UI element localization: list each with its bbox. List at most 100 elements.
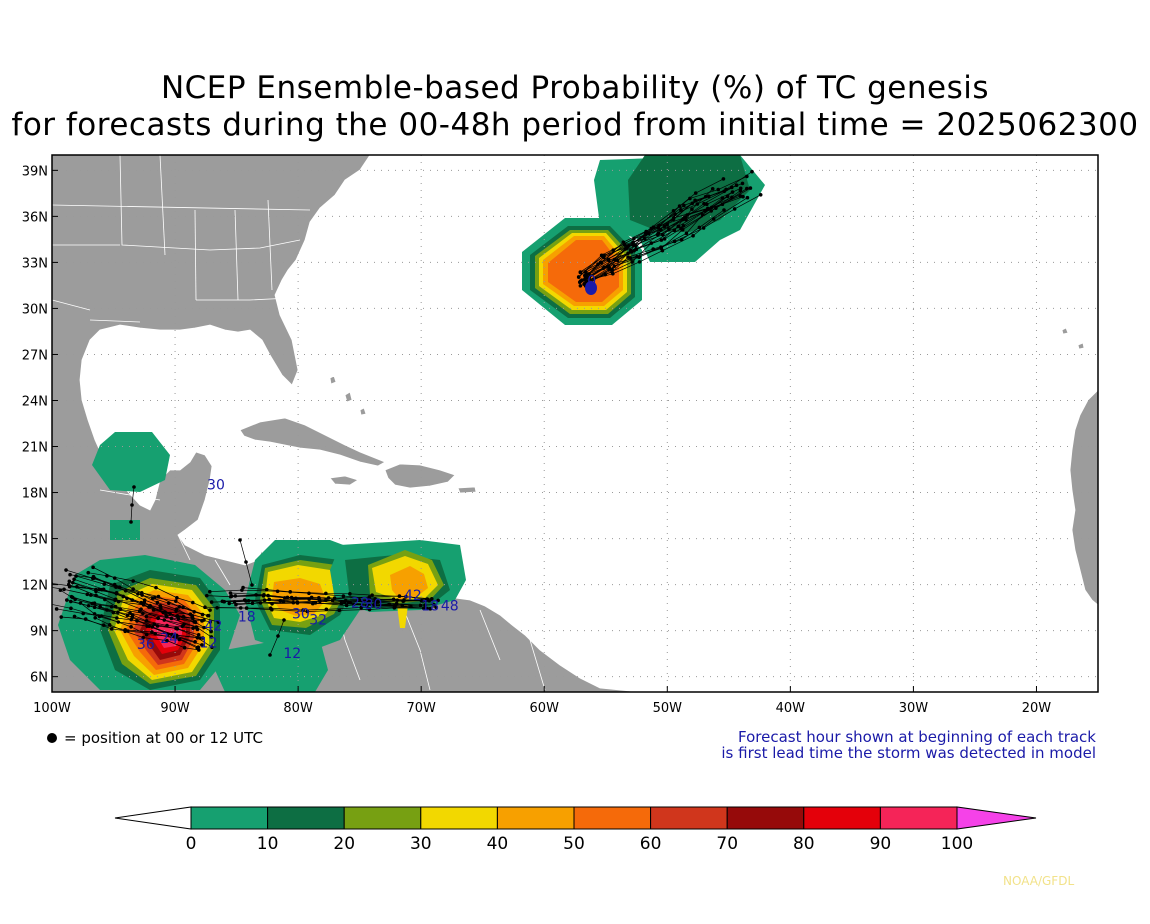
track-dot	[418, 603, 423, 608]
track-dot	[118, 607, 123, 612]
track-dot	[90, 576, 95, 581]
track-dot	[710, 187, 715, 191]
track-dot	[367, 607, 372, 612]
track-dot	[244, 606, 249, 610]
track-dot	[673, 212, 677, 217]
track-dot	[425, 606, 429, 611]
track-dot	[137, 609, 142, 613]
track-dot	[291, 600, 296, 605]
track-dot	[125, 613, 130, 618]
track-dot	[301, 608, 305, 612]
lat-label: 39N	[22, 164, 48, 179]
lat-label: 18N	[22, 487, 48, 502]
track-dot	[153, 632, 158, 636]
colorbar-label: 100	[941, 834, 973, 854]
track-dot	[344, 603, 349, 608]
track-dot	[144, 614, 149, 619]
track-dot	[191, 626, 195, 630]
track-dot	[701, 226, 706, 230]
track-dot	[276, 634, 280, 638]
colorbar-label: 20	[333, 834, 355, 854]
track-dot	[242, 598, 247, 602]
track-dot	[293, 596, 298, 601]
track-dot	[113, 604, 118, 609]
track-dot	[672, 239, 677, 244]
track-dot	[152, 595, 157, 600]
track-dot	[67, 584, 72, 589]
track-dot	[363, 599, 367, 603]
lon-label: 20W	[1022, 701, 1052, 716]
land-canaries	[1061, 327, 1085, 350]
lat-label: 21N	[22, 441, 48, 456]
track-dot	[141, 611, 145, 616]
track-dot	[128, 611, 132, 615]
track-dot	[97, 587, 101, 592]
track-dot	[246, 599, 251, 603]
track-dot	[724, 187, 728, 192]
track-dot	[264, 587, 269, 592]
lat-label: 27N	[22, 348, 48, 363]
colorbar-swatch	[420, 806, 498, 830]
prob-ne-darkgreen	[628, 155, 750, 232]
lat-label: 24N	[22, 394, 48, 409]
track-dot	[307, 597, 311, 602]
hour-label: 42	[205, 619, 223, 635]
track-dot	[164, 615, 169, 619]
track-dot	[656, 231, 661, 235]
track-dot	[278, 598, 283, 603]
track-dot	[220, 599, 225, 604]
hour-label: 0	[587, 273, 596, 289]
hour-label: 42	[404, 588, 422, 604]
track-dot	[587, 275, 592, 280]
track-dot	[203, 605, 207, 610]
political-borders	[52, 155, 546, 691]
track-dot	[371, 603, 376, 607]
track-dot	[607, 258, 611, 263]
track-dot	[132, 485, 136, 489]
track-dot	[289, 595, 294, 600]
track-dot	[131, 579, 135, 583]
track-dot	[657, 223, 661, 228]
latitude-labels: 39N 36N 33N 30N 27N 24N 21N 18N 15N 12N 9N 6N	[22, 164, 58, 686]
track-dot	[123, 628, 128, 632]
hour-label: 12	[200, 636, 218, 652]
track-dot	[208, 608, 212, 612]
track-dot	[62, 587, 66, 592]
track-dot	[74, 574, 78, 578]
track-dot	[750, 169, 754, 174]
prob-ecarib-amber	[390, 566, 428, 600]
colorbar-swatch	[879, 806, 958, 830]
legend-dot-text: = position at 00 or 12 UTC	[64, 729, 263, 747]
track-dot	[720, 196, 725, 200]
track-dot	[307, 591, 311, 596]
track-dot	[392, 606, 397, 610]
colorbar-label: 70	[716, 834, 738, 854]
hour-label: 30	[365, 597, 383, 613]
track-dot	[630, 260, 635, 264]
track-dot	[182, 645, 187, 650]
hour-label: 48	[441, 599, 459, 615]
track-dot	[174, 626, 178, 631]
legend-note-line2: is first lead time the storm was detecte…	[721, 744, 1096, 762]
track-dot	[703, 194, 708, 199]
track-dot	[150, 630, 154, 634]
lat-label: 12N	[22, 579, 48, 594]
track-dot	[209, 635, 214, 639]
track-dot	[191, 600, 195, 605]
track-dot	[154, 585, 158, 590]
track-dot	[282, 618, 286, 622]
track-dot	[209, 600, 214, 604]
track-dot	[229, 594, 234, 598]
track-dot	[428, 607, 433, 611]
track-dot	[632, 236, 636, 241]
track-dot	[400, 603, 405, 608]
track-dot	[250, 601, 255, 606]
track-dot	[99, 587, 104, 592]
track-dot	[401, 599, 405, 603]
track-dot	[197, 648, 201, 652]
track-dot	[67, 579, 72, 584]
track-dot	[317, 597, 322, 602]
track-dot	[720, 202, 725, 207]
track-dot	[671, 209, 676, 213]
track-dot	[429, 597, 434, 601]
